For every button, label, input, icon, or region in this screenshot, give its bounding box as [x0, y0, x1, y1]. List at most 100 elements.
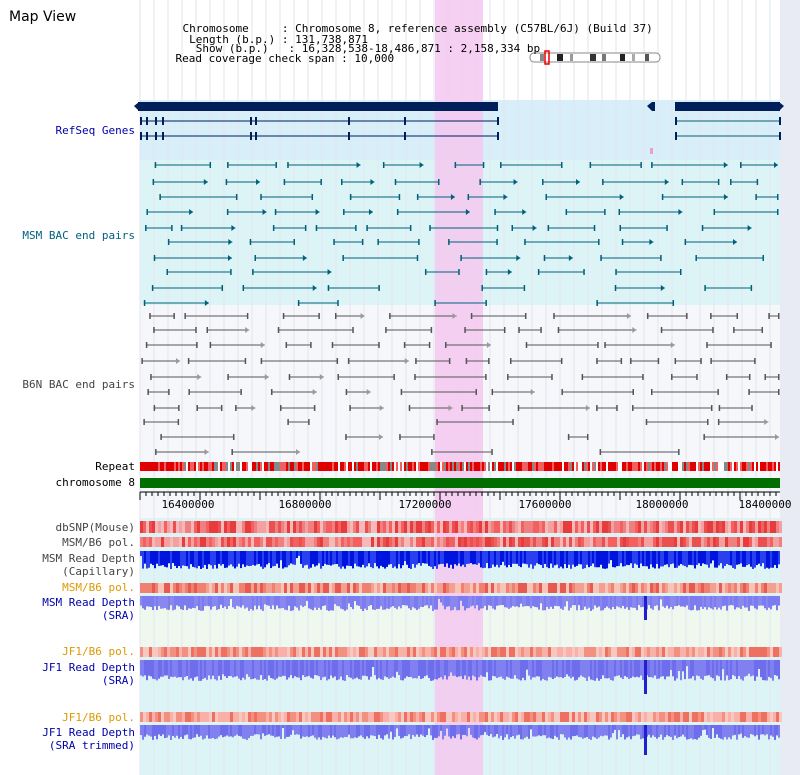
- track-label-msm-b6-pol[interactable]: MSM/B6 pol.: [62, 536, 135, 549]
- track-label-jf1-depth-sra[interactable]: JF1 Read Depth (SRA): [42, 661, 135, 687]
- jf1-sra-depth-bar: [392, 660, 394, 677]
- dbsnp-cell: [494, 521, 497, 533]
- msm-bac-arrow: [774, 162, 778, 168]
- msm-sra-depth-bar: [582, 596, 584, 610]
- dbsnp-cell: [548, 521, 551, 533]
- track-label-chromosome[interactable]: chromosome 8: [55, 476, 135, 489]
- msm-bac-end: [434, 300, 436, 306]
- repeat-segment: [642, 462, 644, 471]
- msm-capillary-depth-bar: [382, 551, 384, 568]
- msm-b6-pol-cell: [299, 537, 302, 547]
- b6n-bac-end: [717, 419, 720, 425]
- msm-capillary-depth-bar: [676, 551, 678, 568]
- jf1-trimmed-depth-bar: [728, 725, 730, 738]
- msm-b6-pol-cell: [350, 537, 353, 547]
- b6n-bac-arrow: [264, 374, 269, 380]
- jf1-b6-pol-cell: [656, 712, 659, 722]
- b6n-bac-end: [646, 313, 649, 319]
- msm-bac-arrow: [723, 162, 728, 168]
- msm-capillary-depth-bar: [400, 551, 402, 569]
- track-label-jf1-b6-pol-2[interactable]: JF1/B6 pol.: [62, 711, 135, 724]
- b6n-bac-end: [187, 358, 190, 364]
- repeat-segment: [356, 462, 358, 471]
- repeat-segment: [534, 462, 536, 471]
- jf1-b6-pol-cell: [230, 647, 233, 657]
- msm-sra-depth-bar: [690, 596, 692, 611]
- jf1-trimmed-depth-bar: [362, 725, 364, 738]
- jf1-trimmed-depth-bar: [220, 725, 222, 736]
- jf1-sra-depth-bar: [252, 660, 254, 679]
- jf1-trimmed-depth-bar: [526, 725, 528, 737]
- msm-capillary-depth-bar: [418, 551, 420, 564]
- jf1-b6-pol-cell: [152, 647, 155, 657]
- msm-sra-depth-bar: [654, 596, 656, 607]
- track-label-jf1-b6-pol[interactable]: JF1/B6 pol.: [62, 645, 135, 658]
- jf1-trimmed-depth-bar: [656, 725, 658, 739]
- track-label-dbsnp[interactable]: dbSNP(Mouse): [55, 521, 135, 534]
- jf1-sra-depth-bar: [542, 660, 544, 679]
- msm-bac-end: [543, 255, 546, 261]
- repeat-segment: [238, 462, 240, 471]
- msm-b6-pol-cell: [752, 583, 755, 593]
- msm-sra-depth-bar: [330, 596, 332, 611]
- msm-b6-pol-cell: [371, 583, 374, 593]
- msm-b6-pol-cell: [506, 583, 509, 593]
- track-label-repeat[interactable]: Repeat: [95, 460, 135, 473]
- dbsnp-cell: [281, 521, 284, 533]
- jf1-sra-depth-bar: [624, 660, 626, 676]
- msm-sra-depth-bar: [176, 596, 178, 606]
- jf1-b6-pol-cell: [563, 647, 566, 657]
- msm-b6-pol-cell: [548, 537, 551, 547]
- msm-sra-depth-bar: [382, 596, 384, 610]
- jf1-trimmed-depth-bar: [736, 725, 738, 740]
- repeat-segment: [418, 462, 420, 471]
- jf1-trimmed-depth-bar: [214, 725, 216, 740]
- msm-bac-end: [343, 209, 345, 215]
- jf1-b6-pol-cell: [761, 712, 764, 722]
- dbsnp-cell: [521, 521, 524, 533]
- msm-capillary-depth-bar: [710, 551, 712, 564]
- jf1-b6-pol-cell: [383, 712, 386, 722]
- track-label-msm-depth-sra[interactable]: MSM Read Depth (SRA): [42, 596, 135, 622]
- msm-b6-pol-cell: [707, 583, 710, 593]
- msm-b6-pol-cell: [503, 537, 506, 547]
- msm-sra-depth-bar: [488, 596, 490, 606]
- track-label-msm-bac[interactable]: MSM BAC end pairs: [22, 229, 135, 242]
- msm-b6-pol-cell: [305, 537, 308, 547]
- msm-capillary-depth-bar: [282, 551, 284, 569]
- jf1-sra-depth-bar: [592, 660, 594, 681]
- msm-b6-pol-cell: [170, 583, 173, 593]
- msm-b6-pol-cell: [197, 537, 200, 547]
- dbsnp-cell: [182, 521, 185, 533]
- track-label-msm-b6-pol-2[interactable]: MSM/B6 pol.: [62, 581, 135, 594]
- jf1-trimmed-depth-bar: [660, 725, 662, 735]
- track-label-refseq[interactable]: RefSeq Genes: [55, 124, 135, 137]
- track-label-msm-depth-capillary[interactable]: MSM Read Depth (Capillary): [42, 552, 135, 578]
- jf1-sra-depth-bar: [516, 660, 518, 679]
- track-label-b6n-bac[interactable]: B6N BAC end pairs: [22, 378, 135, 391]
- msm-bac-end: [661, 194, 664, 200]
- msm-b6-pol-cell: [614, 583, 617, 593]
- dbsnp-cell: [506, 521, 509, 533]
- jf1-b6-pol-cell: [536, 712, 539, 722]
- msm-bac-end: [171, 225, 173, 231]
- jf1-trimmed-depth-bar: [158, 725, 160, 735]
- jf1-b6-pol-cell: [746, 647, 749, 657]
- dbsnp-cell: [236, 521, 239, 533]
- jf1-b6-pol-cell: [146, 647, 149, 657]
- msm-sra-depth-bar: [578, 596, 580, 606]
- repeat-segment: [624, 462, 626, 471]
- msm-sra-depth-bar: [590, 596, 592, 611]
- dbsnp-cell: [275, 521, 278, 533]
- msm-sra-depth-bar: [336, 596, 338, 606]
- b6n-bac-arrow: [197, 374, 202, 380]
- jf1-b6-pol-cell: [566, 647, 569, 657]
- msm-bac-end: [252, 269, 254, 275]
- jf1-b6-pol-cell: [674, 712, 677, 722]
- track-label-jf1-depth-trimmed[interactable]: JF1 Read Depth (SRA trimmed): [42, 726, 135, 752]
- dbsnp-cell: [527, 521, 530, 533]
- jf1-trimmed-depth-bar: [486, 725, 488, 735]
- jf1-trimmed-depth-bar: [188, 725, 190, 740]
- msm-capillary-depth-bar: [292, 551, 294, 565]
- repeat-segment: [262, 462, 264, 471]
